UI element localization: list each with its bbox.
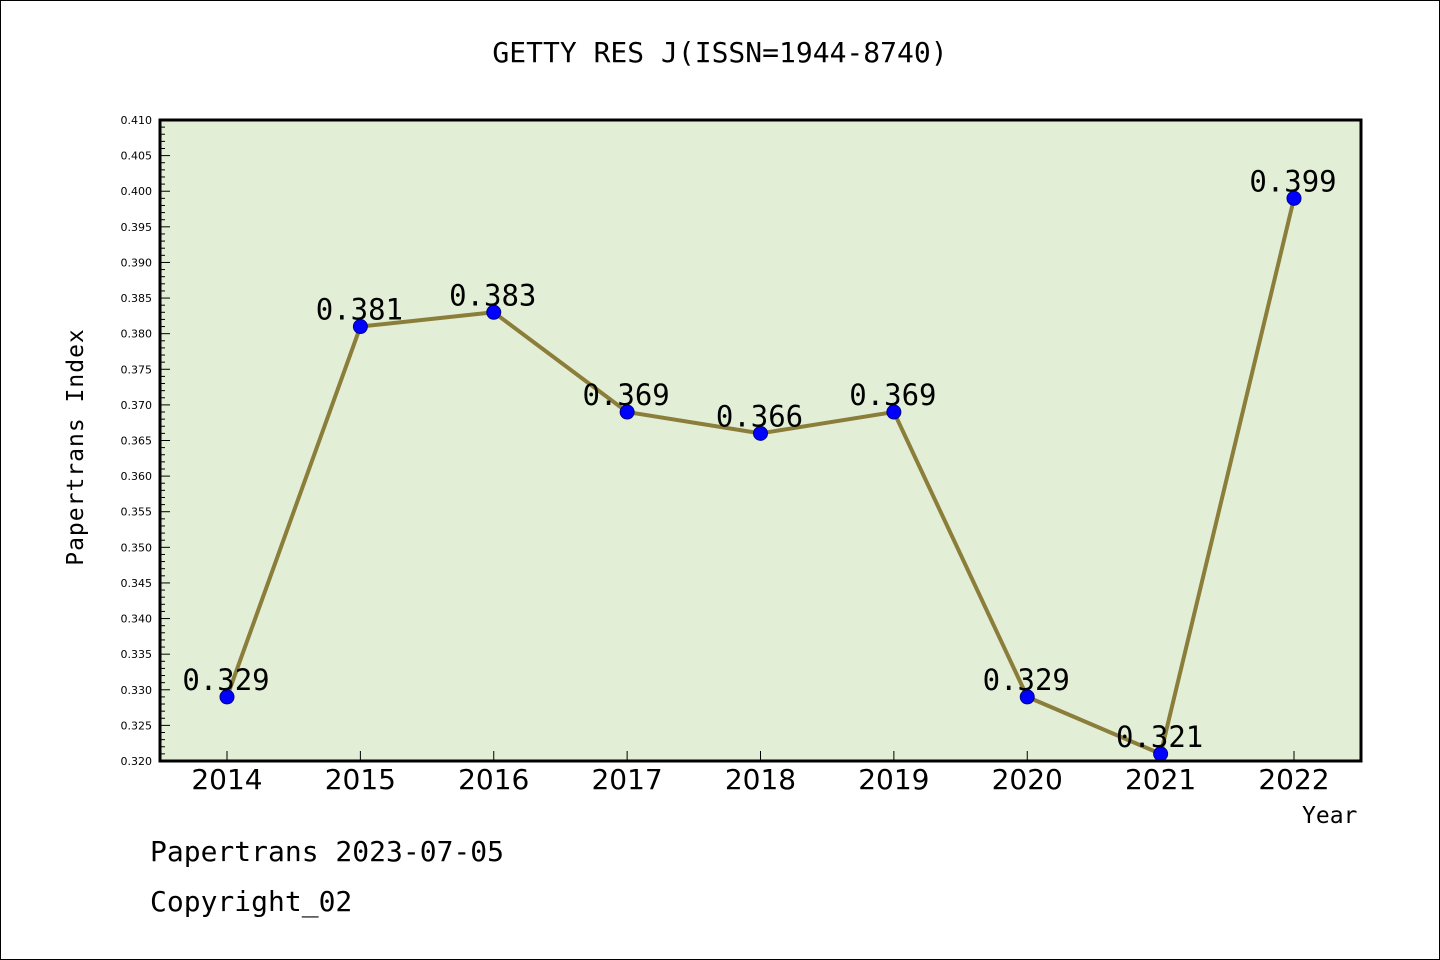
data-point (886, 404, 902, 420)
data-label: 0.329 (182, 663, 269, 697)
data-label: 0.383 (449, 278, 536, 312)
y-tick-label: 0.325 (121, 719, 153, 732)
x-tick-label: 2020 (992, 763, 1063, 796)
y-tick-label: 0.370 (121, 399, 153, 412)
x-tick-label: 2017 (591, 763, 662, 796)
data-point (1019, 689, 1035, 705)
y-tick-label: 0.330 (121, 684, 153, 697)
y-tick-label: 0.380 (121, 328, 153, 341)
y-axis-ticks: 0.320 0.325 0.330 0.335 0.340 0.345 0.350 0.355… (121, 114, 170, 768)
x-tick-label: 2015 (325, 763, 396, 796)
data-label: 0.381 (316, 293, 403, 327)
data-label: 0.399 (1249, 164, 1336, 198)
footer-date: Papertrans 2023-07-05 (150, 835, 505, 868)
y-tick-label: 0.410 (121, 114, 153, 127)
x-axis-label: Year (1302, 803, 1358, 829)
data-markers (219, 190, 1302, 762)
y-axis-label: Papertrans Index (63, 328, 89, 566)
y-tick-label: 0.360 (121, 470, 153, 483)
x-tick-label: 2016 (458, 763, 529, 796)
data-label: 0.369 (849, 378, 936, 412)
data-point (1286, 190, 1302, 206)
data-label: 0.366 (716, 399, 803, 433)
x-tick-label: 2021 (1125, 763, 1196, 796)
y-tick-label: 0.350 (121, 541, 153, 554)
y-tick-label: 0.390 (121, 256, 153, 269)
y-tick-label: 0.395 (121, 221, 153, 234)
x-tick-label: 2022 (1258, 763, 1329, 796)
data-point (486, 304, 502, 320)
x-tick-label: 2014 (191, 763, 262, 796)
footer-copyright: Copyright_02 (150, 885, 353, 918)
x-tick-label: 2019 (858, 763, 929, 796)
plot-border (158, 118, 1363, 763)
y-tick-label: 0.345 (121, 577, 153, 590)
y-tick-label: 0.320 (121, 755, 153, 768)
data-point (753, 425, 768, 441)
data-label: 0.369 (582, 378, 669, 412)
data-label: 0.321 (1116, 720, 1203, 754)
data-point (352, 319, 368, 335)
y-tick-label: 0.340 (121, 613, 153, 626)
data-labels: 0.329 0.381 0.383 0.369 0.366 0.369 0.329 0.321… (182, 164, 1336, 754)
y-tick-label: 0.355 (121, 506, 153, 519)
x-tick-label: 2018 (725, 763, 796, 796)
y-tick-label: 0.335 (121, 648, 153, 661)
y-tick-label: 0.375 (121, 363, 153, 376)
y-tick-label: 0.405 (121, 150, 153, 163)
data-point (619, 404, 635, 420)
chart-title: GETTY RES J(ISSN=1944-8740) (492, 36, 948, 69)
data-label: 0.329 (983, 663, 1070, 697)
y-tick-label: 0.400 (121, 185, 153, 198)
y-tick-label: 0.365 (121, 435, 153, 448)
data-point (219, 689, 235, 705)
y-tick-label: 0.385 (121, 292, 153, 305)
x-axis-ticks: 2014 2015 2016 2017 2018 2019 2020 2021 2022 (191, 751, 1330, 796)
